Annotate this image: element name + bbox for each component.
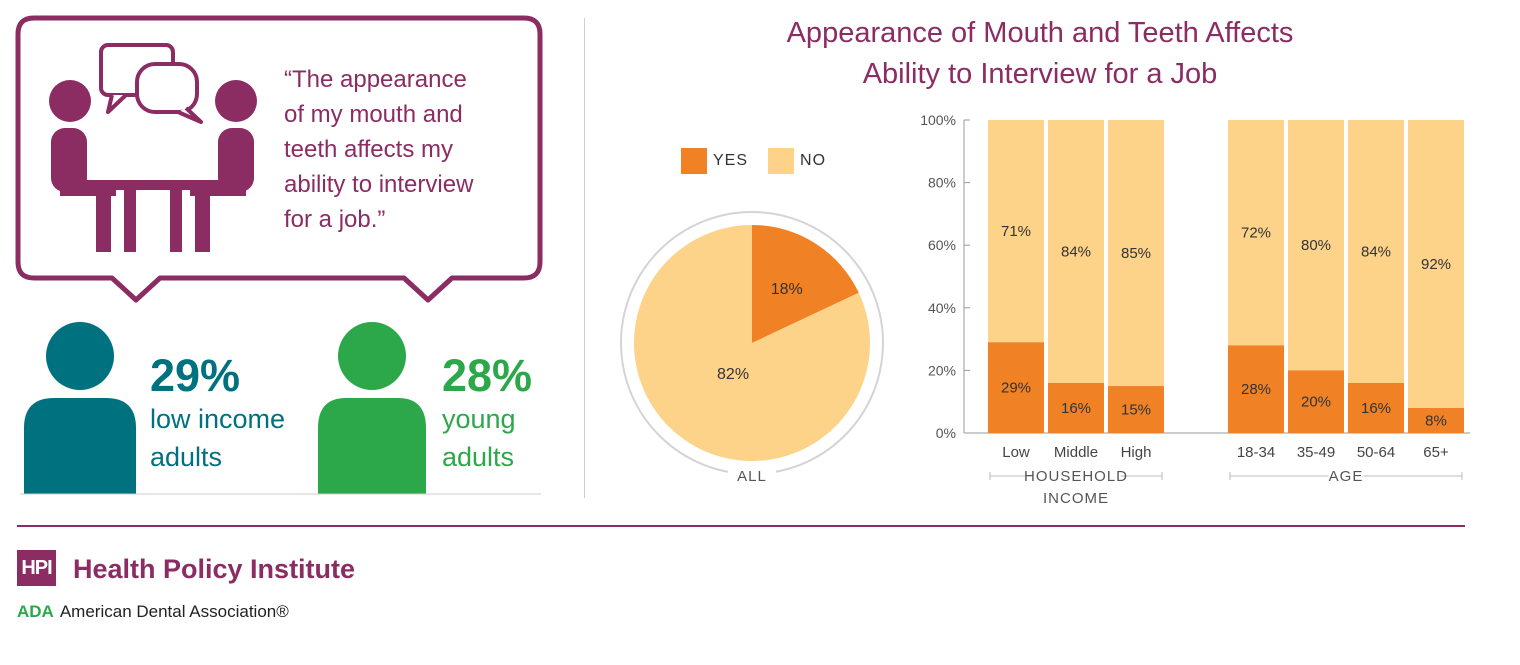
bar-segment-yes [1108,386,1164,433]
bar-segment-no [1108,120,1164,387]
stat-label-line2: adults [442,442,515,472]
bar-label-yes: 20% [1301,394,1331,411]
y-tick-label: 100% [920,112,956,128]
legend-swatch-no [768,148,795,174]
pie-label-bg [728,464,776,486]
footer-rule [17,525,1465,527]
quote-line: of my mouth and [284,101,463,128]
x-category-label: High [1121,444,1152,461]
speech-bubble-graphic [15,15,543,495]
hpi-logo-badge: HPI [17,550,56,586]
y-tick-label: 0% [936,425,956,441]
bar-segment-yes [1288,370,1344,433]
bar-segment-yes [1408,407,1464,433]
bar-segment-yes [1228,345,1284,433]
chart-title-line1: Appearance of Mouth and Teeth Affects [786,17,1294,49]
y-tick-label: 20% [928,362,956,378]
legend-label-yes: YES [713,152,749,169]
stat-label-line1: low income [150,404,286,434]
ada-attribution: ADA American Dental Association® [17,601,289,623]
bar-label-yes: 8% [1425,412,1447,429]
bar-label-no: 72% [1241,225,1271,242]
pie-slice-yes [752,225,859,343]
pie-category-label: ALL [737,468,767,485]
bar-segment-no [1228,120,1284,346]
quote-line: for a job.” [284,206,386,233]
interview-icon [49,43,257,252]
person-icon-green [318,322,426,494]
legend: YES NO [681,148,826,174]
x-category-label: 65+ [1423,444,1449,461]
pie-slice-label: 82% [717,366,749,383]
group-label: HOUSEHOLD [1024,468,1128,485]
quote-text: “The appearance of my mouth and teeth af… [284,62,534,237]
speech-bubble-outline [15,15,543,303]
x-category-label: 18-34 [1237,444,1275,461]
x-category-label: Middle [1054,444,1098,461]
bar-segment-no [1288,120,1344,371]
group-label: AGE [1329,468,1364,485]
institute-name: Health Policy Institute [73,554,356,584]
stat-young: 28% young adults [442,352,532,476]
ada-name: American Dental Association® [59,602,289,621]
bar-segment-no [1048,120,1104,383]
stat-label-line1: young [442,404,516,434]
bar-segment-yes [988,342,1044,433]
pie-chart: 18% 82% ALL [620,211,884,486]
bar-label-no: 92% [1421,256,1451,273]
person-icon-teal [24,322,136,494]
pie-slice-label: 18% [771,281,803,298]
legend-label-no: NO [800,152,827,169]
stat-label-line2: adults [150,442,223,472]
bar-label-no: 71% [1001,223,1031,240]
x-category-label: Low [1002,444,1030,461]
bar-label-no: 84% [1361,243,1391,260]
x-category-label: 50-64 [1357,444,1395,461]
quote-line: ability to interview [284,171,474,198]
quote-line: teeth affects my [284,136,453,163]
x-category-label: 35-49 [1297,444,1335,461]
stacked-bar-chart: 0% 20% 40% 60% 80% 100% 71% 29% Low 84% 16% Middle 8… [920,112,1470,507]
chart-title: Appearance of Mouth and Teeth Affects Ab… [700,13,1380,95]
bar-segment-no [1348,120,1404,383]
y-tick-label: 60% [928,237,956,253]
chart-title-line2: Ability to Interview for a Job [862,58,1218,90]
bar-label-no: 85% [1121,245,1151,262]
bar-label-yes: 16% [1361,400,1391,417]
quote-line: “The appearance [284,66,467,93]
stat-low-income: 29% low income adults [150,352,285,476]
bar-segment-yes [1348,382,1404,433]
bar-label-no: 80% [1301,237,1331,254]
stat-value: 28% [442,350,533,401]
bar-segment-no [1408,120,1464,408]
y-tick-label: 80% [928,175,956,191]
bar-label-yes: 29% [1001,380,1031,397]
ada-logo-mark: ADA [17,602,54,621]
stat-value: 29% [150,350,241,401]
bar-label-yes: 15% [1121,402,1151,419]
panel-divider [584,18,585,498]
group-label: INCOME [1043,490,1109,507]
bar-segment-yes [1048,382,1104,433]
bar-segment-no [988,120,1044,343]
bar-label-yes: 28% [1241,381,1271,398]
y-tick-label: 40% [928,300,956,316]
legend-swatch-yes [681,148,707,174]
bar-label-no: 84% [1061,243,1091,260]
bar-label-yes: 16% [1061,400,1091,417]
pie-slice-no [634,225,870,461]
